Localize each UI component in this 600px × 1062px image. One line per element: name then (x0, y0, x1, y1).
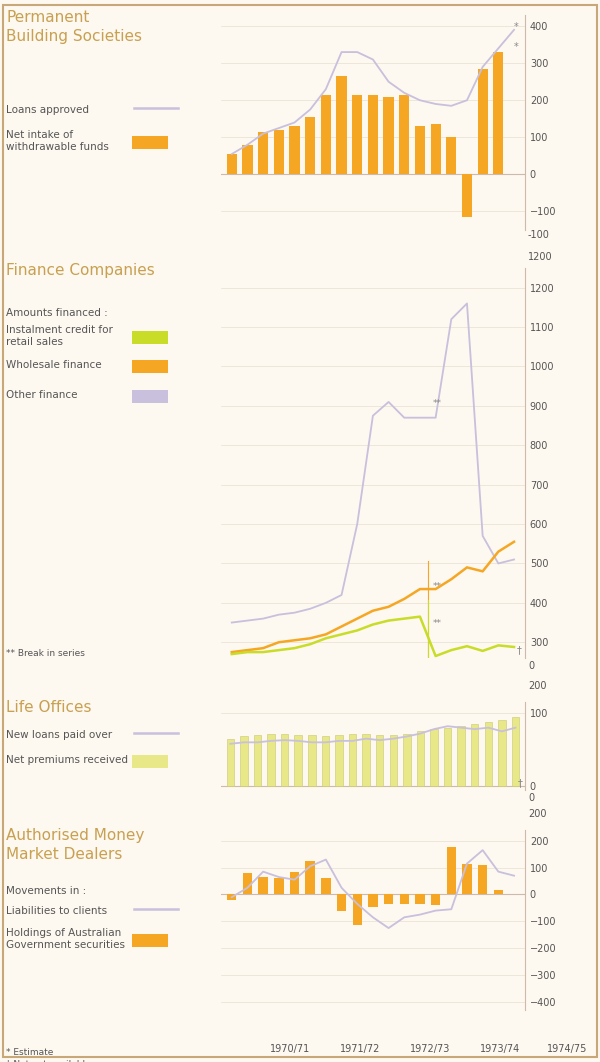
Text: † Not yet available: † Not yet available (6, 1060, 91, 1062)
Bar (274, 878, 284, 894)
Text: 1974/75: 1974/75 (547, 1044, 587, 1054)
Text: Finance Companies: Finance Companies (6, 263, 155, 278)
Bar (337, 76, 347, 174)
Text: Life Offices: Life Offices (6, 700, 91, 715)
Bar (227, 154, 237, 174)
Bar (430, 730, 438, 786)
Text: New loans paid over: New loans paid over (6, 730, 112, 740)
Bar (227, 739, 234, 786)
Bar (254, 735, 261, 786)
Text: Authorised Money
Market Dealers: Authorised Money Market Dealers (6, 828, 145, 861)
Text: 1973/74: 1973/74 (480, 1044, 520, 1054)
Bar (322, 736, 329, 786)
Bar (389, 735, 397, 786)
Bar (446, 847, 456, 894)
Text: †: † (517, 778, 522, 788)
Bar (383, 97, 394, 174)
Bar (485, 722, 492, 786)
Bar (462, 863, 472, 894)
Bar (462, 174, 472, 217)
Bar (368, 894, 377, 907)
Bar (399, 95, 409, 174)
Text: **: ** (433, 619, 442, 629)
Bar (352, 95, 362, 174)
Bar (478, 864, 487, 894)
Text: **: ** (433, 582, 442, 592)
Text: 200: 200 (528, 809, 547, 819)
Bar (227, 894, 236, 900)
Text: 1972/73: 1972/73 (410, 1044, 450, 1054)
Bar (416, 732, 424, 786)
Bar (268, 734, 275, 786)
Bar (308, 735, 316, 786)
Text: * Estimate: * Estimate (6, 1048, 53, 1057)
Bar (281, 734, 289, 786)
Text: Liabilities to clients: Liabilities to clients (6, 906, 107, 917)
Text: **: ** (433, 399, 442, 408)
Bar (446, 137, 457, 174)
Text: *: * (514, 42, 519, 52)
Text: Instalment credit for
retail sales: Instalment credit for retail sales (6, 325, 113, 346)
Bar (335, 735, 343, 786)
Bar (376, 735, 383, 786)
Bar (368, 95, 378, 174)
Bar (400, 894, 409, 904)
Text: 0: 0 (528, 793, 534, 804)
Bar (289, 126, 299, 174)
Text: Holdings of Australian
Government securities: Holdings of Australian Government securi… (6, 928, 125, 949)
Bar (305, 861, 315, 894)
Text: 200: 200 (528, 681, 547, 691)
Bar (444, 727, 451, 786)
Text: Net intake of
withdrawable funds: Net intake of withdrawable funds (6, 130, 109, 152)
Bar (415, 126, 425, 174)
Bar (431, 124, 441, 174)
Bar (321, 95, 331, 174)
Bar (362, 734, 370, 786)
Text: 1200: 1200 (528, 253, 553, 262)
Bar (349, 734, 356, 786)
Bar (494, 890, 503, 894)
Text: Net premiums received: Net premiums received (6, 755, 128, 765)
Bar (384, 894, 393, 904)
Text: Permanent
Building Societies: Permanent Building Societies (6, 10, 142, 44)
Text: *: * (514, 22, 519, 32)
Text: -100: -100 (528, 230, 550, 240)
Text: †: † (517, 645, 522, 655)
Bar (337, 894, 346, 910)
Bar (403, 734, 410, 786)
Text: Other finance: Other finance (6, 390, 77, 400)
Bar (471, 724, 478, 786)
Text: 1970/71: 1970/71 (270, 1044, 310, 1054)
Text: ** Break in series: ** Break in series (6, 649, 85, 658)
Bar (240, 736, 248, 786)
Bar (290, 872, 299, 894)
Text: 0: 0 (528, 662, 534, 671)
Bar (243, 873, 252, 894)
Text: Movements in :: Movements in : (6, 886, 86, 896)
Bar (242, 144, 253, 174)
Bar (274, 130, 284, 174)
Bar (415, 894, 425, 904)
Bar (258, 132, 268, 174)
Text: Loans approved: Loans approved (6, 105, 89, 115)
Bar (457, 726, 465, 786)
Bar (498, 720, 506, 786)
Bar (431, 894, 440, 905)
Bar (259, 877, 268, 894)
Bar (321, 878, 331, 894)
Bar (512, 717, 519, 786)
Bar (305, 117, 315, 174)
Text: Wholesale finance: Wholesale finance (6, 360, 101, 370)
Bar (295, 735, 302, 786)
Text: Amounts financed :: Amounts financed : (6, 308, 108, 318)
Bar (353, 894, 362, 925)
Bar (493, 52, 503, 174)
Text: 1971/72: 1971/72 (340, 1044, 380, 1054)
Bar (478, 69, 488, 174)
